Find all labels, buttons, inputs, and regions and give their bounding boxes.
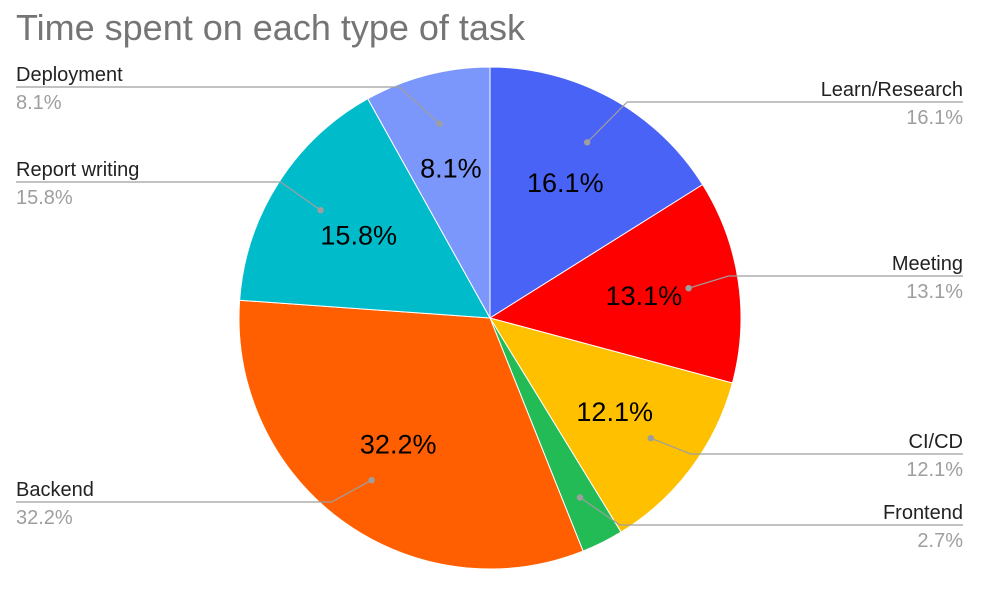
legend-name-report-writing: Report writing	[16, 159, 139, 181]
pie-slices	[238, 66, 742, 570]
legend-name-deployment: Deployment	[16, 64, 123, 86]
legend-value-deployment: 8.1%	[16, 92, 62, 114]
legend-value-ci-cd: 12.1%	[906, 459, 963, 481]
pie-slice-labels: 16.1% 13.1% 12.1% 32.2% 15.8% 8.1%	[320, 153, 682, 459]
leader-line-report-writing	[16, 181, 321, 211]
leader-line-frontend	[579, 497, 963, 526]
leader-line-learn-research	[586, 101, 963, 143]
legend-name-ci-cd: CI/CD	[909, 431, 963, 453]
chart-title: Time spent on each type of task	[16, 7, 526, 48]
leader-line-ci-cd	[650, 437, 963, 455]
legend-name-frontend: Frontend	[883, 502, 963, 524]
legend-value-meeting: 13.1%	[906, 281, 963, 303]
slice-report-writing	[239, 98, 491, 319]
legend-value-backend: 32.2%	[16, 507, 73, 529]
slice-label-deployment: 8.1%	[420, 153, 482, 183]
legend-name-learn-research: Learn/Research	[821, 79, 963, 101]
leader-line-meeting	[688, 275, 963, 289]
slice-label-learn-research: 16.1%	[527, 168, 604, 198]
pie-legend: Learn/Research 16.1% Meeting 13.1% CI/CD 12.1…	[16, 64, 963, 552]
slice-ci-cd	[488, 317, 734, 533]
slice-label-ci-cd: 12.1%	[576, 397, 653, 427]
leader-line-deployment	[16, 86, 440, 125]
slice-learn-research	[489, 66, 704, 319]
slice-label-meeting: 13.1%	[606, 281, 683, 311]
legend-value-frontend: 2.7%	[917, 530, 963, 552]
slice-deployment	[367, 66, 491, 320]
slice-label-report-writing: 15.8%	[320, 221, 397, 251]
leader-line-backend	[16, 479, 372, 503]
slice-meeting	[488, 183, 742, 384]
legend-value-learn-research: 16.1%	[906, 107, 963, 129]
legend-name-backend: Backend	[16, 479, 94, 501]
slice-label-backend: 32.2%	[360, 430, 437, 460]
legend-value-report-writing: 15.8%	[16, 187, 73, 209]
legend-name-meeting: Meeting	[892, 253, 963, 275]
